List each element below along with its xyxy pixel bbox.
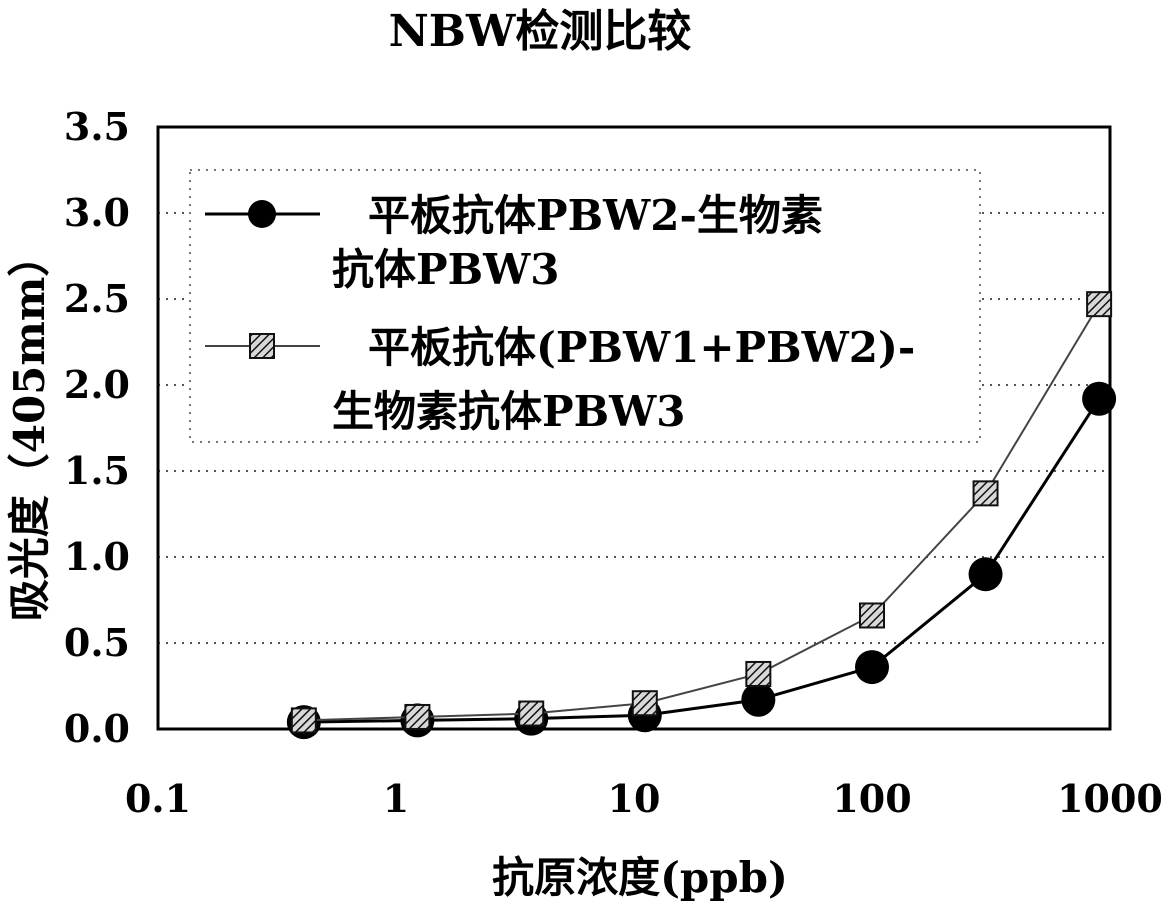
x-tick-label-3: 100 (832, 776, 911, 821)
y-tick-label-3: 1.5 (64, 448, 130, 493)
x-tick-label-4: 1000 (1057, 776, 1161, 821)
series-2-point-3 (633, 691, 657, 715)
series-2-point-7 (1087, 292, 1111, 316)
y-axis-label: 吸光度（405mm） (5, 235, 54, 622)
y-tick-labels: 0.0 0.5 1.0 1.5 2.0 2.5 3.0 3.5 (64, 104, 130, 751)
legend-label-2b: 生物素抗体PBW3 (332, 387, 685, 436)
x-axis-label: 抗原浓度(ppb) (492, 853, 788, 902)
x-tick-label-1: 1 (383, 776, 409, 821)
series-2-point-1 (405, 705, 429, 729)
series-1-point-5 (855, 650, 889, 684)
legend: 平板抗体PBW2-生物素 抗体PBW3 平板抗体(PBW1+PBW2)- 生物素… (190, 170, 980, 442)
series-1-point-4 (741, 683, 775, 717)
legend-marker-2 (250, 334, 274, 358)
y-tick-label-4: 2.0 (64, 362, 130, 407)
series-2-point-6 (974, 481, 998, 505)
y-tick-label-6: 3.0 (64, 190, 130, 235)
chart-title: NBW检测比较 (389, 6, 692, 57)
y-tick-label-0: 0.0 (64, 706, 130, 751)
y-tick-label-5: 2.5 (64, 276, 130, 321)
legend-label-1b: 抗体PBW3 (332, 245, 559, 294)
legend-label-1a: 平板抗体PBW2-生物素 (368, 191, 823, 240)
legend-marker-1 (248, 200, 276, 228)
y-tick-label-7: 3.5 (64, 104, 130, 149)
x-tick-label-2: 10 (608, 776, 661, 821)
series-2-point-0 (292, 708, 316, 732)
legend-label-2a: 平板抗体(PBW1+PBW2)- (368, 323, 915, 372)
series-2-point-5 (860, 603, 884, 627)
y-tick-label-2: 1.0 (64, 534, 130, 579)
x-tick-labels: 0.1 1 10 100 1000 (125, 776, 1161, 821)
series-1-point-6 (969, 557, 1003, 591)
series-1-point-7 (1082, 382, 1116, 416)
series-2-point-4 (746, 662, 770, 686)
y-tick-label-1: 0.5 (64, 620, 130, 665)
x-tick-label-0: 0.1 (125, 776, 191, 821)
series-2-point-2 (519, 702, 543, 726)
